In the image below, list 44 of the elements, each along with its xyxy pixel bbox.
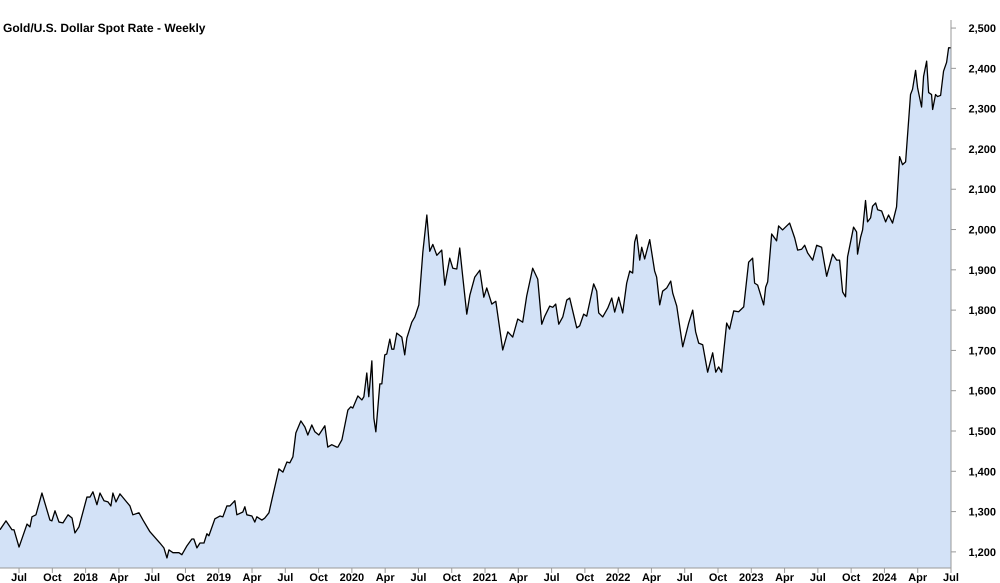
x-tick-label: Jul <box>810 572 826 583</box>
x-tick-label: Apr <box>109 572 130 583</box>
chart-title: Gold/U.S. Dollar Spot Rate - Weekly <box>3 21 206 35</box>
x-tick-label: Oct <box>309 572 328 583</box>
x-tick-label: Apr <box>508 572 528 583</box>
y-tick-label: 1,400 <box>968 466 996 478</box>
y-tick-label: 2,300 <box>968 104 996 116</box>
y-tick-label: 1,900 <box>968 264 996 277</box>
y-tick-label: 2,400 <box>968 63 996 76</box>
x-tick-label: 2022 <box>606 572 630 583</box>
x-tick-label: Jul <box>410 572 426 583</box>
x-tick-label: Apr <box>376 572 396 583</box>
x-tick-label: Oct <box>576 572 594 583</box>
x-tick-label: 2024 <box>872 572 898 583</box>
y-tick-label: 2,200 <box>968 144 996 156</box>
x-tick-label: Apr <box>908 572 928 583</box>
x-tick-label: Jul <box>11 572 27 583</box>
x-tick-label: Oct <box>442 572 462 583</box>
x-tick-label: Oct <box>708 572 728 583</box>
x-tick-label: Jul <box>676 572 693 583</box>
y-tick-label: 2,000 <box>968 224 996 237</box>
x-tick-label: Jul <box>277 572 294 583</box>
x-tick-label: Jul <box>943 572 959 583</box>
y-tick-label: 1,700 <box>968 345 996 358</box>
x-tick-label: Apr <box>775 572 795 583</box>
y-tick-label: 1,200 <box>968 546 996 559</box>
x-tick-label: Oct <box>842 572 861 583</box>
x-tick-label: Apr <box>642 572 662 583</box>
x-tick-label: 2018 <box>73 572 98 583</box>
y-tick-label: 1,300 <box>968 506 996 519</box>
x-tick-label: 2020 <box>340 572 364 583</box>
y-tick-label: 1,800 <box>968 305 996 318</box>
y-tick-label: 2,500 <box>968 23 996 36</box>
x-tick-label: Jul <box>144 572 160 583</box>
y-tick-label: 1,600 <box>968 386 996 398</box>
x-tick-label: Oct <box>43 572 62 583</box>
y-tick-label: 1,500 <box>968 426 996 438</box>
y-tick-label: 2,100 <box>968 184 996 196</box>
x-tick-label: 2019 <box>206 572 231 583</box>
x-tick-label: Apr <box>242 572 262 583</box>
x-tick-label: Oct <box>176 572 195 583</box>
x-tick-label: 2023 <box>739 572 764 583</box>
x-tick-label: Jul <box>544 572 560 583</box>
x-tick-label: 2021 <box>472 572 498 583</box>
